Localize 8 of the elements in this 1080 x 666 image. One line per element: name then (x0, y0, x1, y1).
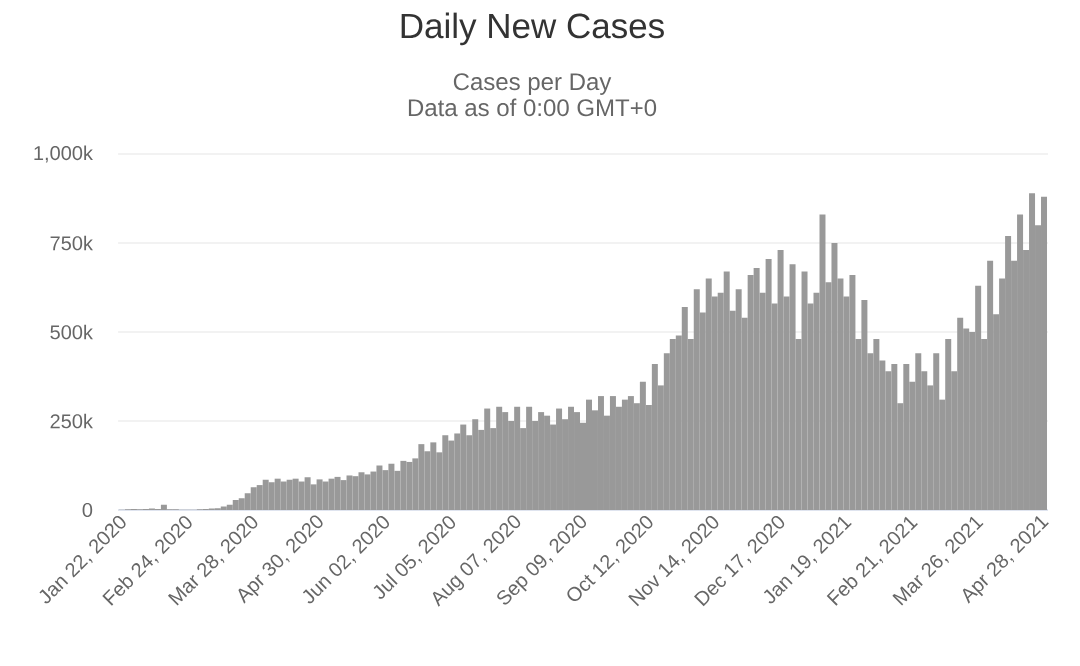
y-tick-label: 250k (50, 413, 93, 429)
text: Data as of 0:00 GMT+0 (408, 98, 657, 117)
y-tick-label: 0 (82, 502, 93, 518)
y-tick-label: 500k (50, 324, 93, 340)
chart-subtitle: Cases per Day (453, 73, 612, 95)
y-tick-label: 1,000k (34, 145, 93, 163)
chart-title: Daily New Cases (401, 12, 664, 46)
y-tick-label: 750k (50, 235, 93, 251)
